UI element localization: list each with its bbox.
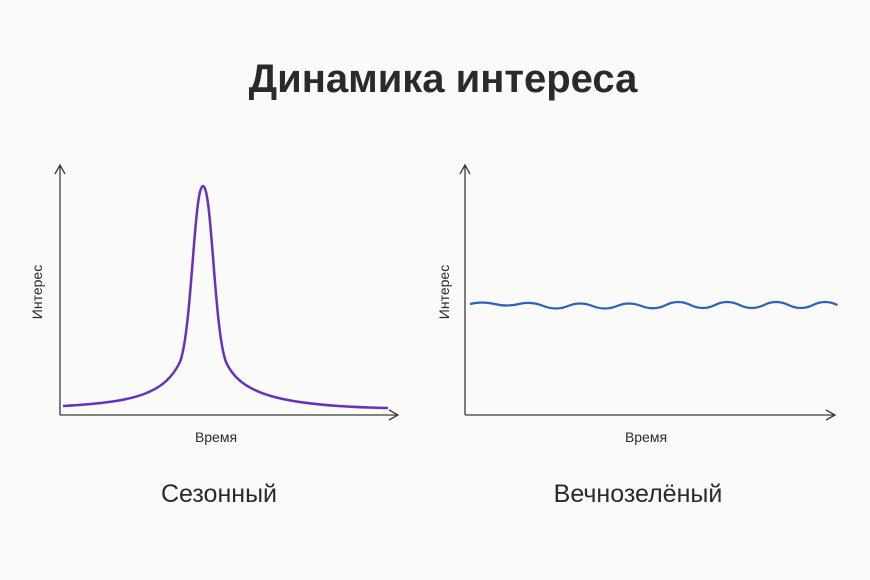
seasonal-chart: Интерес Время Сезонный	[29, 163, 400, 508]
x-axis	[60, 409, 400, 421]
y-axis	[459, 163, 471, 415]
evergreen-curve	[469, 300, 838, 310]
x-axis-label: Время	[195, 429, 237, 445]
evergreen-chart: Интерес Время Вечнозелёный	[436, 163, 838, 508]
y-axis-label: Интерес	[29, 265, 45, 319]
x-axis-label: Время	[625, 429, 667, 445]
title: Динамика интереса	[249, 57, 639, 101]
y-axis-label: Интерес	[436, 265, 452, 319]
x-axis	[465, 409, 837, 421]
y-axis	[54, 163, 66, 415]
seasonal-curve	[62, 184, 389, 410]
caption: Вечнозелёный	[554, 480, 723, 508]
caption: Сезонный	[161, 480, 277, 508]
